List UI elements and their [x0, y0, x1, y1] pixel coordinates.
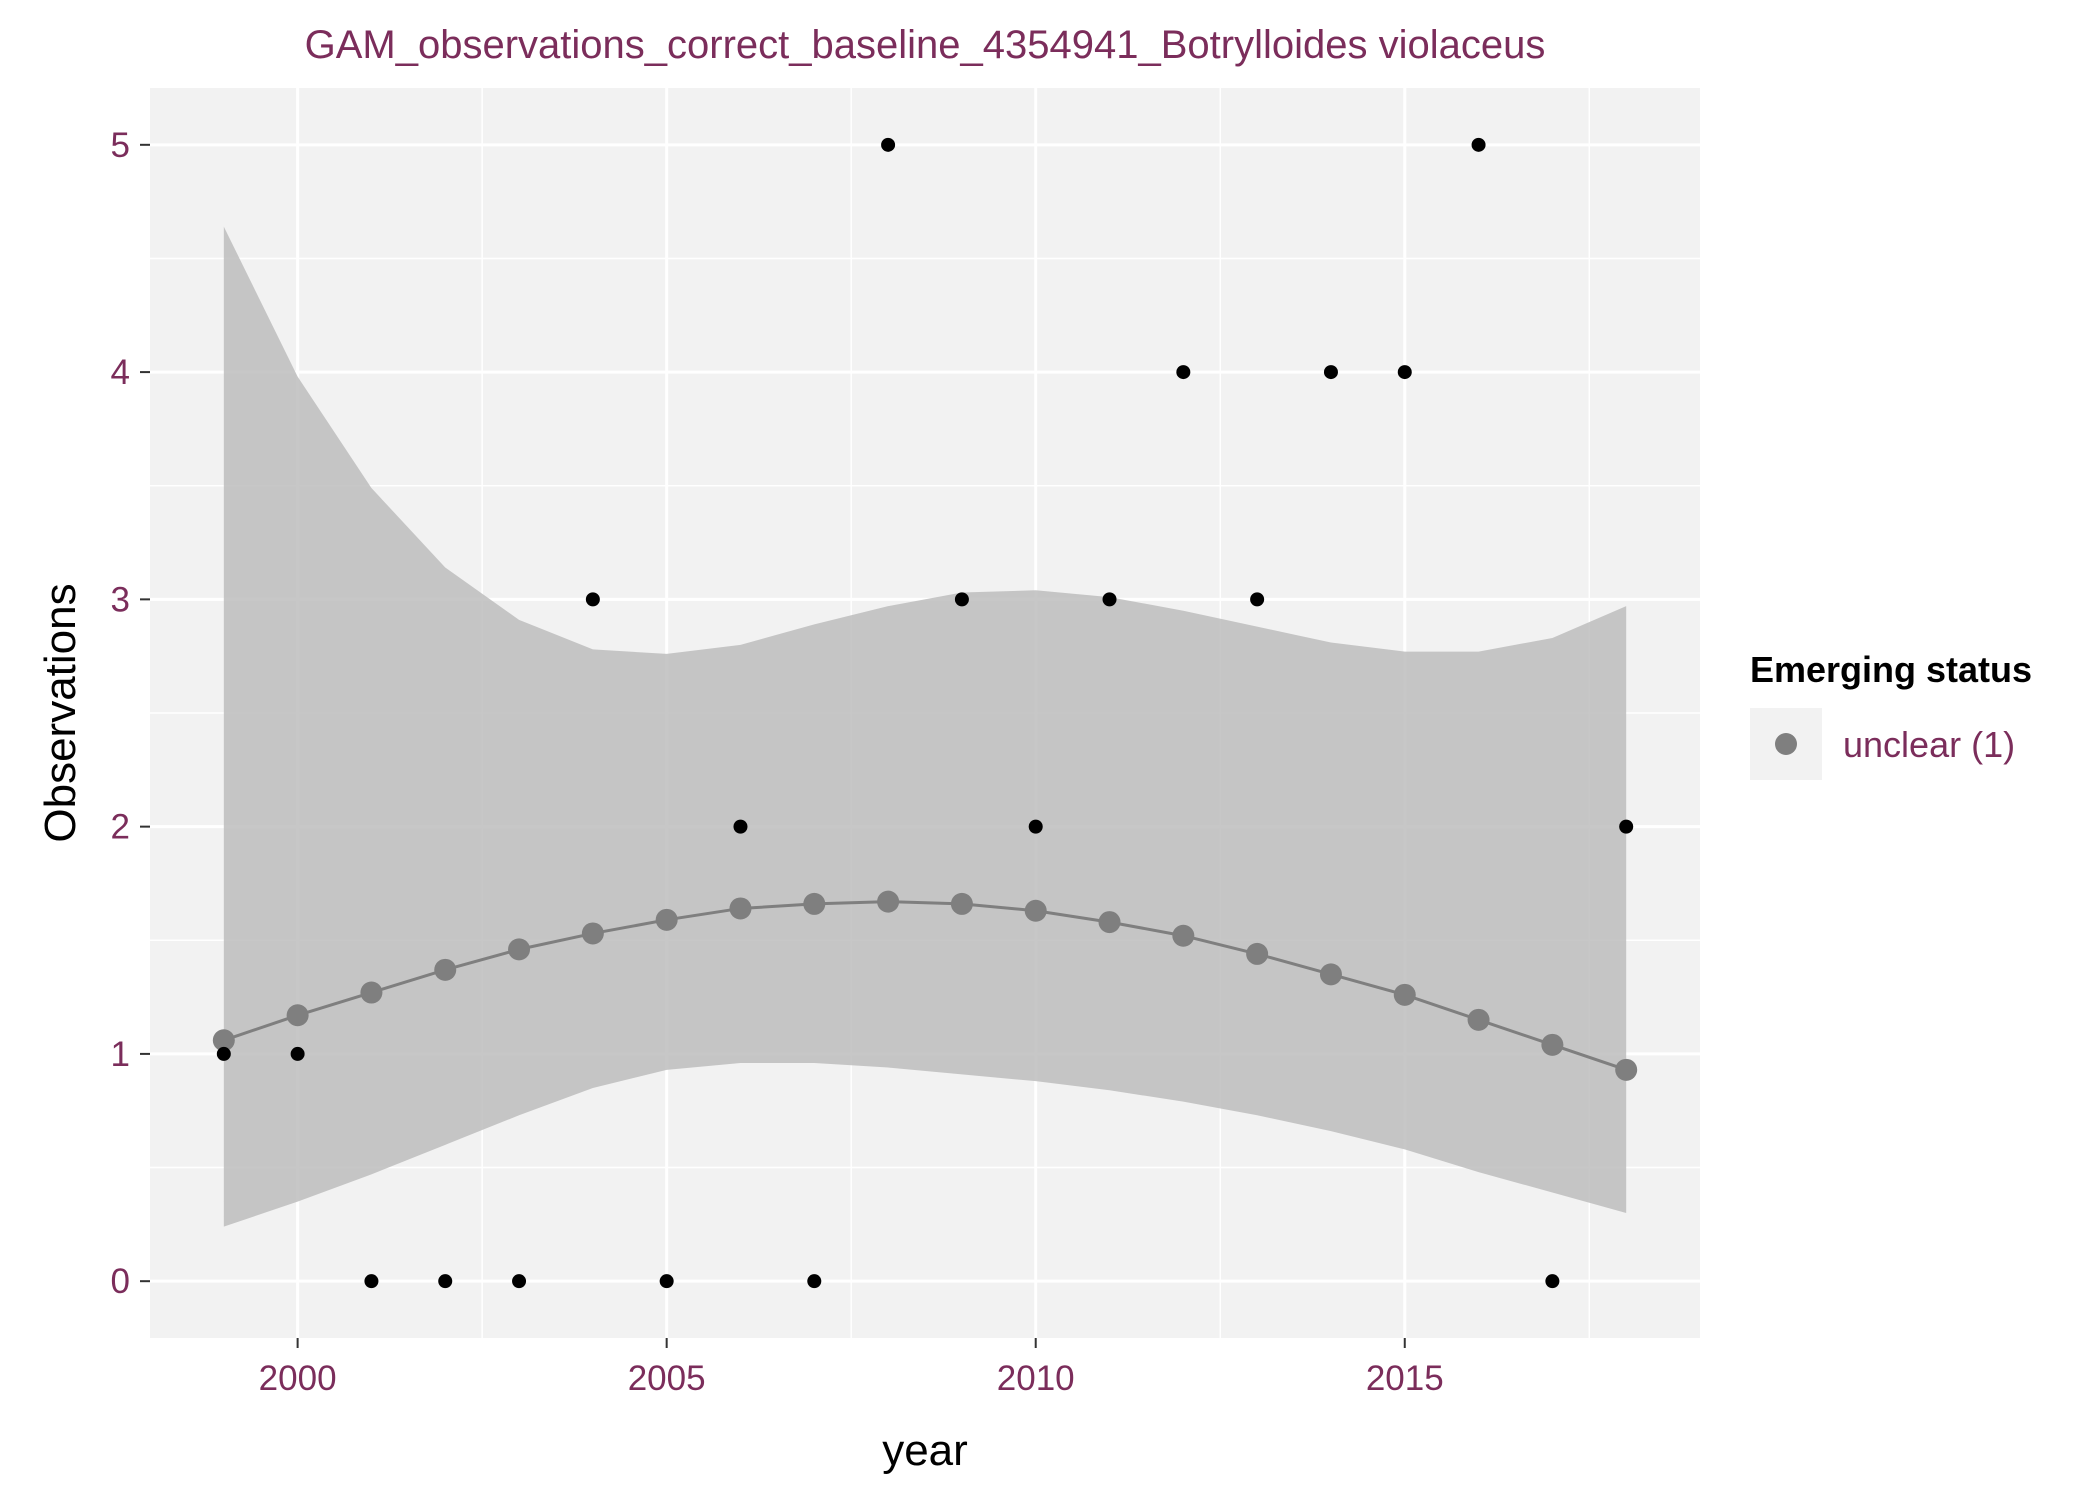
fitted-point: [1467, 1008, 1490, 1031]
legend-title: Emerging status: [1750, 649, 2032, 690]
observation-point: [1545, 1274, 1560, 1289]
observation-point: [438, 1274, 453, 1289]
x-tick-label: 2015: [1366, 1359, 1444, 1398]
x-axis-ticks: 2000 2005 2010 2015: [259, 1338, 1444, 1398]
x-axis-title: year: [882, 1426, 968, 1475]
observation-point: [807, 1274, 822, 1289]
observation-point: [1471, 137, 1486, 152]
fitted-point: [1098, 911, 1121, 934]
observation-point: [881, 137, 896, 152]
fitted-point: [803, 892, 826, 915]
fitted-point: [1319, 963, 1342, 986]
observation-point: [1028, 819, 1043, 834]
fitted-point: [1393, 983, 1416, 1006]
chart-title: GAM_observations_correct_baseline_435494…: [305, 23, 1546, 67]
observation-point: [1102, 592, 1117, 607]
y-tick-label: 4: [111, 353, 130, 392]
observation-points-layer: [216, 137, 1634, 1289]
fitted-point: [1024, 899, 1047, 922]
x-tick-label: 2000: [259, 1359, 337, 1398]
fitted-point: [1246, 942, 1269, 965]
fitted-series-layer: [212, 890, 1638, 1081]
fitted-point: [729, 897, 752, 920]
y-tick-label: 0: [111, 1262, 130, 1301]
fitted-line: [223, 900, 1627, 1072]
fitted-point: [286, 1004, 309, 1027]
observation-point: [1619, 819, 1634, 834]
fitted-point: [1615, 1058, 1638, 1081]
observation-point: [585, 592, 600, 607]
observation-point: [659, 1274, 674, 1289]
y-axis-title: Observations: [36, 583, 85, 842]
confidence-band-layer: [223, 226, 1627, 1227]
x-tick-label: 2010: [997, 1359, 1075, 1398]
fitted-point: [1541, 1033, 1564, 1056]
confidence-band: [223, 226, 1627, 1227]
y-tick-label: 3: [111, 580, 130, 619]
fitted-point: [212, 1029, 235, 1052]
observation-point: [733, 819, 748, 834]
legend-entry-label: unclear (1): [1843, 724, 2015, 765]
observation-point: [1176, 365, 1191, 380]
y-tick-label: 1: [111, 1035, 130, 1074]
fitted-point: [508, 938, 531, 961]
fitted-point: [360, 981, 383, 1004]
x-tick-label: 2005: [628, 1359, 706, 1398]
fitted-point: [581, 922, 604, 945]
y-axis-ticks: 0 1 2 3 4 5: [111, 126, 150, 1301]
y-tick-label: 2: [111, 808, 130, 847]
observation-point: [364, 1274, 379, 1289]
observation-point: [290, 1046, 305, 1061]
observation-point: [1397, 365, 1412, 380]
observation-point: [1323, 365, 1338, 380]
observation-point: [954, 592, 969, 607]
observation-point: [1250, 592, 1265, 607]
legend-key-point: [1775, 733, 1797, 755]
observation-point: [216, 1046, 231, 1061]
observation-point: [512, 1274, 527, 1289]
fitted-point: [877, 890, 900, 913]
fitted-point: [1172, 924, 1195, 947]
fitted-point: [655, 908, 678, 931]
fitted-point: [950, 892, 973, 915]
y-tick-label: 5: [111, 126, 130, 165]
fitted-point: [434, 958, 457, 981]
legend: Emerging status unclear (1): [1750, 649, 2032, 780]
